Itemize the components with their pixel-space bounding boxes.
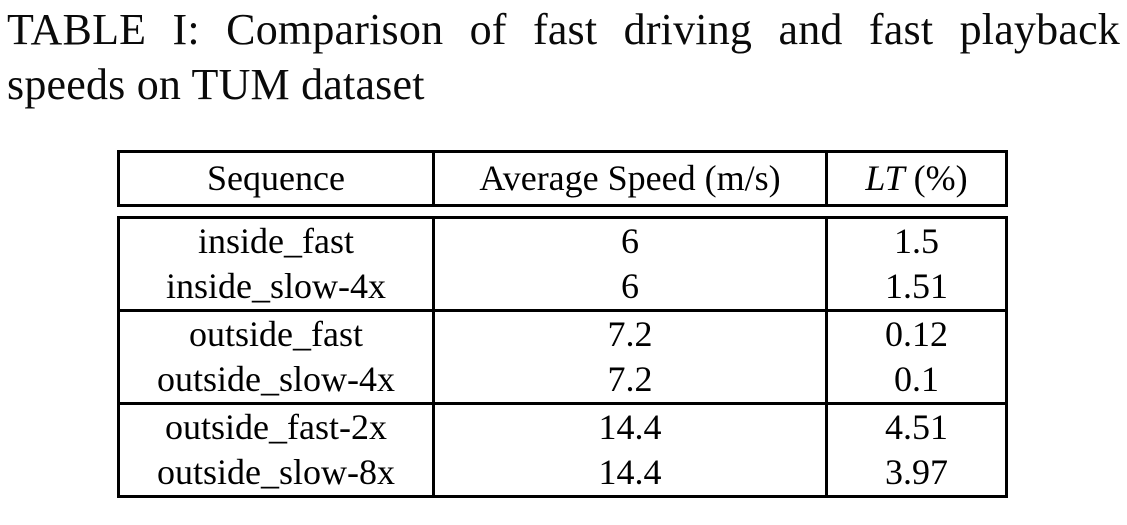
table-row: inside_slow-4x 6 1.51	[120, 264, 1005, 309]
cell-lt: 4.51	[825, 405, 1005, 450]
table-row: inside_fast 6 1.5	[120, 219, 1005, 264]
table-row: outside_fast-2x 14.4 4.51	[120, 405, 1005, 450]
row-group-outside-fast: outside_fast-2x 14.4 4.51 outside_slow-8…	[120, 402, 1005, 495]
table-caption: TABLE I: Comparison of fast driving and …	[7, 5, 1120, 109]
cell-lt: 1.5	[825, 219, 1005, 264]
cell-sequence: outside_slow-8x	[157, 452, 395, 492]
cell-sequence: outside_fast-2x	[165, 407, 387, 447]
cell-speed: 14.4	[432, 405, 825, 450]
table-body: inside_fast 6 1.5 inside_slow-4x 6 1.51 …	[117, 216, 1008, 498]
cell-sequence: inside_slow-4x	[166, 266, 386, 306]
cell-speed: 7.2	[432, 312, 825, 357]
table-header-row: Sequence Average Speed (m/s) LT (%)	[117, 150, 1008, 207]
cell-sequence: inside_fast	[198, 221, 354, 261]
cell-sequence: outside_slow-4x	[157, 359, 395, 399]
cell-speed: 6	[432, 219, 825, 264]
cell-sequence: outside_fast	[189, 314, 363, 354]
cell-lt: 1.51	[825, 264, 1005, 309]
cell-lt: 0.1	[825, 357, 1005, 402]
row-group-outside: outside_fast 7.2 0.12 outside_slow-4x 7.…	[120, 309, 1005, 402]
lt-symbol: LT	[865, 158, 905, 198]
column-header-lt: LT (%)	[825, 153, 1005, 204]
table-row: outside_fast 7.2 0.12	[120, 312, 1005, 357]
header-row: Sequence Average Speed (m/s) LT (%)	[120, 153, 1005, 204]
table-row: outside_slow-4x 7.2 0.1	[120, 357, 1005, 402]
lt-unit: (%)	[904, 158, 968, 198]
table-row: outside_slow-8x 14.4 3.97	[120, 450, 1005, 495]
comparison-table: Sequence Average Speed (m/s) LT (%) insi…	[117, 150, 1008, 498]
cell-speed: 14.4	[432, 450, 825, 495]
row-group-inside: inside_fast 6 1.5 inside_slow-4x 6 1.51	[120, 219, 1005, 309]
cell-lt: 3.97	[825, 450, 1005, 495]
column-header-sequence: Sequence	[207, 158, 345, 198]
cell-speed: 7.2	[432, 357, 825, 402]
cell-speed: 6	[432, 264, 825, 309]
cell-lt: 0.12	[825, 312, 1005, 357]
column-header-average-speed: Average Speed (m/s)	[432, 153, 825, 204]
